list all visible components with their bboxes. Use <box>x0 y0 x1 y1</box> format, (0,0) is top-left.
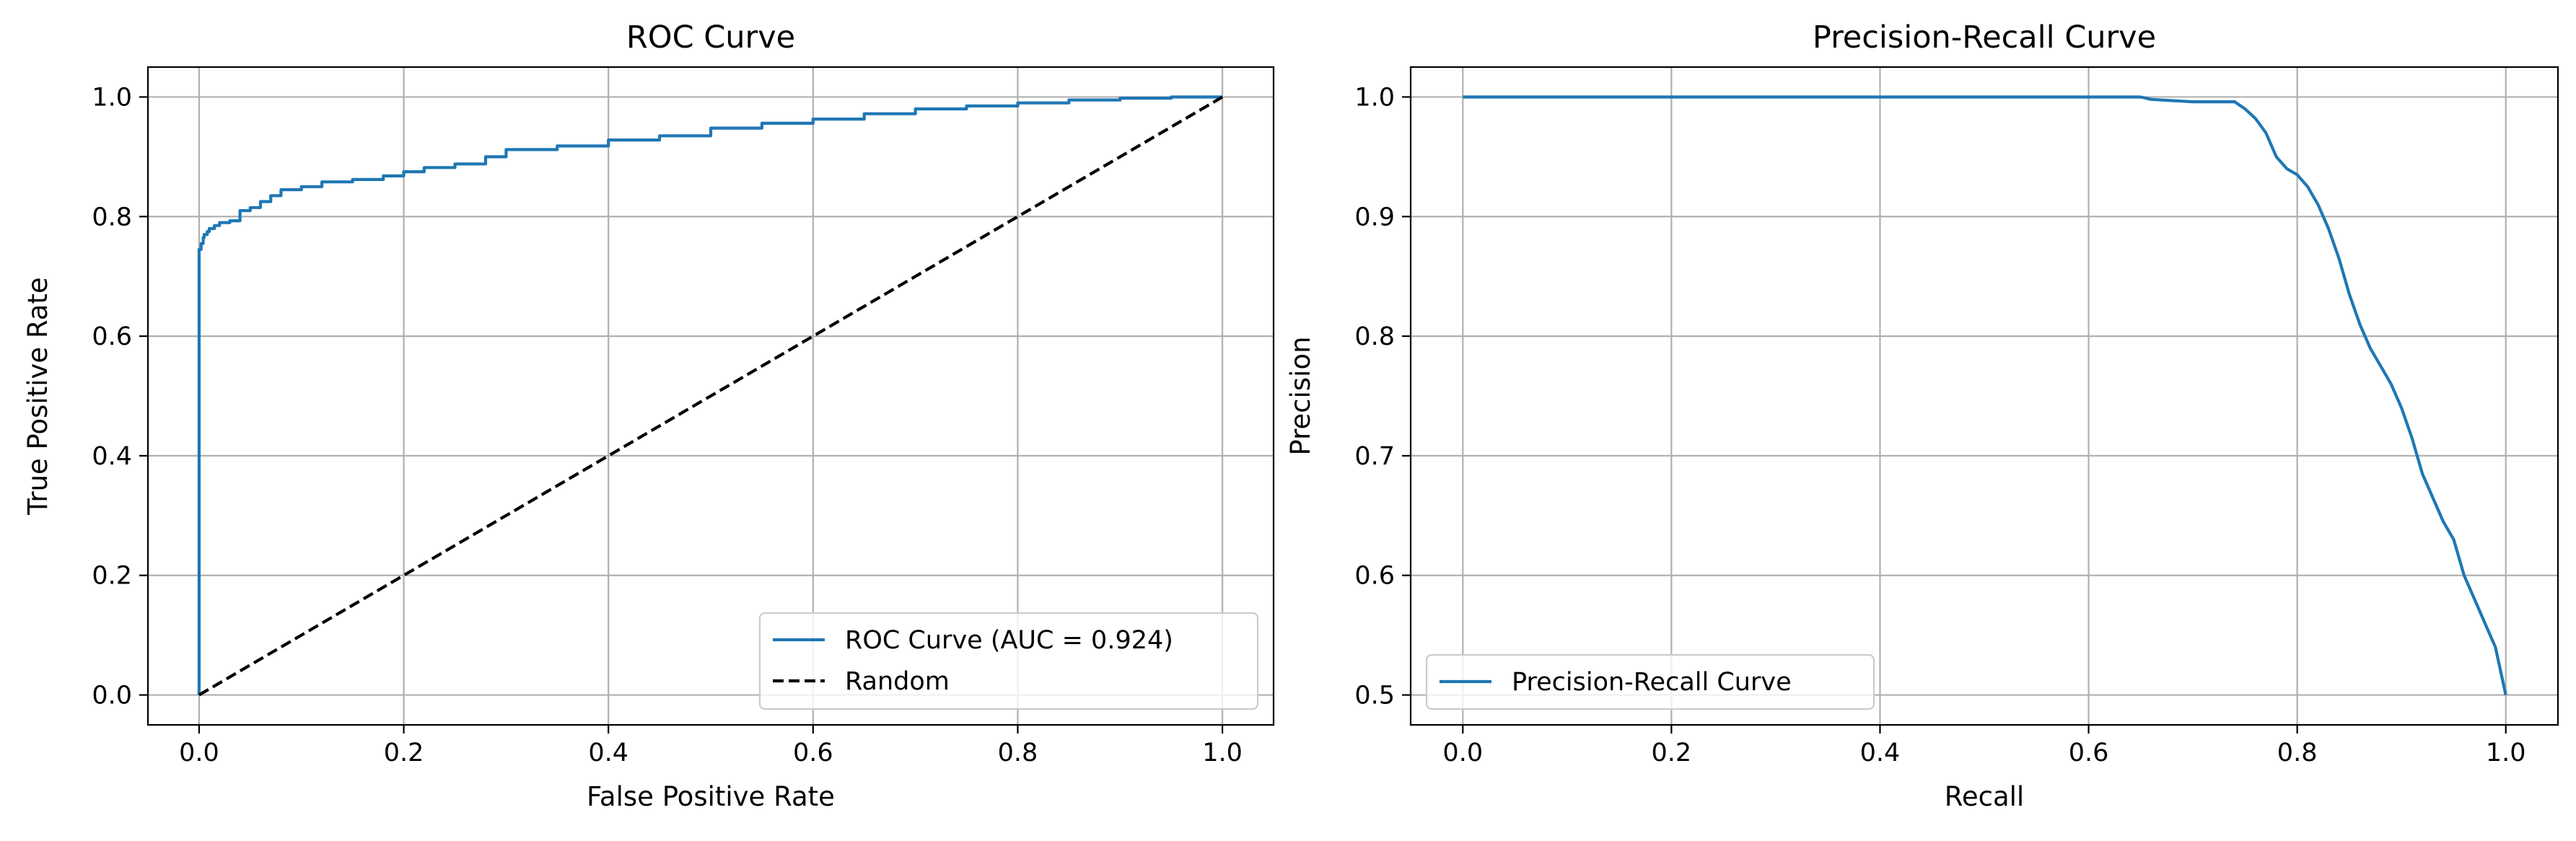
plot-frame <box>146 66 1275 726</box>
y-tick-label: 1.0 <box>92 83 132 112</box>
precision-recall-panel: 0.0 0.2 0.4 0.6 0.8 1.0 0.5 0.6 0.7 0.8 0.9 1.0 Prec… <box>1285 19 2559 812</box>
x-tick-label: 1.0 <box>1202 739 1243 767</box>
y-tick-label: 0.9 <box>1354 203 1395 232</box>
plot-frame <box>1409 66 2559 726</box>
x-tick-label: 0.2 <box>384 739 424 767</box>
x-tick-label: 0.4 <box>1860 739 1901 767</box>
legend-label: Random <box>845 667 950 696</box>
y-tick-label: 0.6 <box>92 322 132 351</box>
y-axis-label: True Positive Rate <box>22 277 53 516</box>
series-line-roc-curve-auc-0-924 <box>197 95 1223 695</box>
y-tick-label: 1.0 <box>1354 83 1395 112</box>
x-tick-label: 0.8 <box>998 739 1038 767</box>
y-tick-label: 0.8 <box>92 203 132 232</box>
y-tick-label: 0.5 <box>1354 682 1395 710</box>
x-tick-label: 0.8 <box>2277 739 2318 767</box>
x-tick-label: 0.4 <box>588 739 628 767</box>
y-axis-label: Precision <box>1285 336 1316 455</box>
chart-title: Precision-Recall Curve <box>1813 19 2156 56</box>
x-axis-label: False Positive Rate <box>587 781 835 812</box>
x-tick-label: 0.2 <box>1652 739 1692 767</box>
x-axis-label: Recall <box>1945 781 2024 812</box>
y-tick-label: 0.2 <box>92 562 132 591</box>
roc-panel: 0.0 0.2 0.4 0.6 0.8 1.0 0.0 0.2 0.4 0.6 0.8 1.0 ROC … <box>22 19 1275 812</box>
series-line-precision-recall-curve <box>1463 95 2507 695</box>
x-tick-label: 1.0 <box>2486 739 2526 767</box>
y-tick-label: 0.0 <box>92 682 132 710</box>
y-tick-label: 0.6 <box>1354 562 1395 591</box>
x-tick-label: 0.6 <box>793 739 833 767</box>
legend-label: Precision-Recall Curve <box>1512 668 1792 697</box>
x-tick-label: 0.0 <box>1442 739 1483 767</box>
legend: ROC Curve (AUC = 0.924) Random <box>758 612 1259 710</box>
chart-title: ROC Curve <box>626 19 795 56</box>
y-tick-label: 0.8 <box>1354 322 1395 351</box>
x-tick-label: 0.0 <box>179 739 219 767</box>
legend-box <box>1425 653 1875 710</box>
legend-label: ROC Curve (AUC = 0.924) <box>845 626 1173 655</box>
series-line-random <box>198 95 1224 697</box>
legend: Precision-Recall Curve <box>1425 653 1875 710</box>
y-tick-label: 0.7 <box>1354 442 1395 471</box>
y-tick-label: 0.4 <box>92 442 132 471</box>
x-tick-label: 0.6 <box>2069 739 2109 767</box>
legend-box <box>758 612 1259 710</box>
